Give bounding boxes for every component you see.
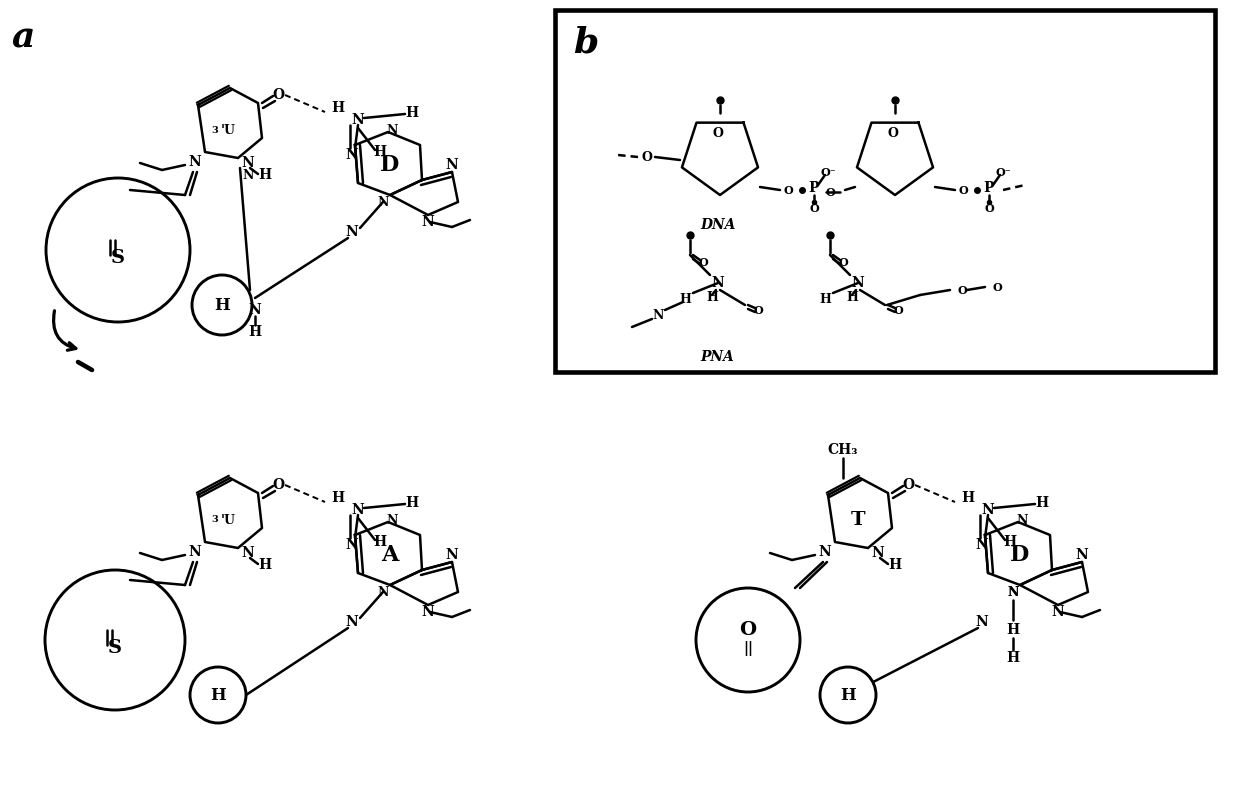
Text: N: N bbox=[242, 156, 254, 170]
Text: CH₃: CH₃ bbox=[827, 443, 858, 457]
Text: N: N bbox=[711, 276, 724, 290]
Text: O: O bbox=[901, 478, 914, 492]
Text: N: N bbox=[819, 545, 831, 559]
Text: O: O bbox=[809, 203, 819, 214]
Text: H: H bbox=[332, 491, 344, 505]
Text: H: H bbox=[210, 686, 226, 704]
Text: H: H bbox=[840, 686, 856, 704]
Text: O: O bbox=[888, 127, 899, 139]
Text: 'U: 'U bbox=[221, 514, 236, 526]
Text: P: P bbox=[984, 181, 994, 195]
Text: N: N bbox=[386, 124, 398, 136]
Text: N: N bbox=[445, 548, 459, 562]
Text: N: N bbox=[345, 148, 359, 162]
Circle shape bbox=[190, 667, 247, 723]
Text: O: O bbox=[893, 304, 903, 315]
Text: N: N bbox=[189, 545, 201, 559]
Text: O: O bbox=[825, 187, 835, 198]
Text: T: T bbox=[851, 511, 866, 529]
Text: H: H bbox=[215, 296, 229, 314]
Text: N: N bbox=[1052, 605, 1064, 619]
Text: O: O bbox=[713, 127, 724, 139]
Text: PNA: PNA bbox=[700, 350, 734, 364]
Text: ||: || bbox=[743, 641, 753, 656]
Text: N: N bbox=[351, 503, 365, 517]
Text: N: N bbox=[852, 276, 864, 290]
Text: H: H bbox=[1004, 535, 1016, 549]
Text: O: O bbox=[753, 304, 763, 315]
Text: H: H bbox=[707, 291, 718, 303]
Text: N: N bbox=[1016, 514, 1027, 526]
Text: H: H bbox=[679, 292, 690, 306]
Text: N: N bbox=[377, 195, 388, 209]
Text: H: H bbox=[1006, 623, 1020, 637]
Text: A: A bbox=[381, 544, 398, 566]
Text: N: N bbox=[1075, 548, 1089, 562]
Text: N: N bbox=[981, 503, 994, 517]
Text: N: N bbox=[345, 538, 359, 552]
Text: H: H bbox=[374, 145, 387, 159]
Text: O: O bbox=[993, 281, 1002, 292]
Text: N: N bbox=[377, 585, 388, 599]
Text: O⁻: O⁻ bbox=[995, 166, 1011, 177]
Text: H: H bbox=[1036, 496, 1048, 510]
Text: N: N bbox=[975, 538, 989, 552]
Text: DNA: DNA bbox=[700, 218, 735, 232]
Text: N: N bbox=[1007, 585, 1018, 599]
Text: N: N bbox=[1007, 585, 1018, 599]
Text: H: H bbox=[846, 291, 858, 303]
Bar bbox=[555, 10, 1215, 372]
Text: H: H bbox=[889, 558, 901, 572]
Text: N: N bbox=[249, 303, 261, 317]
Circle shape bbox=[820, 667, 875, 723]
Text: N: N bbox=[386, 514, 398, 526]
Text: O: O bbox=[272, 478, 284, 492]
Text: N: N bbox=[445, 158, 459, 172]
Text: N: N bbox=[345, 225, 359, 239]
Text: O: O bbox=[272, 88, 284, 102]
Text: O: O bbox=[783, 184, 793, 195]
Text: H: H bbox=[259, 558, 271, 572]
Text: H: H bbox=[1006, 651, 1020, 665]
Text: N: N bbox=[652, 308, 663, 322]
Text: P: P bbox=[809, 181, 819, 195]
Text: S: S bbox=[109, 639, 122, 657]
Text: N: N bbox=[189, 155, 201, 169]
Text: N: N bbox=[243, 169, 254, 181]
Text: O: O bbox=[984, 203, 994, 214]
Text: N: N bbox=[422, 605, 434, 619]
Text: O: O bbox=[641, 151, 652, 163]
Text: D: D bbox=[1010, 544, 1030, 566]
Text: a: a bbox=[12, 20, 36, 54]
Text: N: N bbox=[345, 615, 359, 629]
Text: 3: 3 bbox=[212, 125, 218, 135]
Text: H: H bbox=[406, 496, 418, 510]
Text: N: N bbox=[872, 546, 884, 560]
Text: N: N bbox=[242, 546, 254, 560]
Text: H: H bbox=[332, 101, 344, 115]
Text: 'U: 'U bbox=[221, 124, 236, 136]
Text: H: H bbox=[406, 106, 418, 120]
Text: H: H bbox=[374, 535, 387, 549]
Text: N: N bbox=[975, 615, 989, 629]
Text: H: H bbox=[819, 292, 831, 306]
FancyArrowPatch shape bbox=[53, 310, 76, 350]
Text: O: O bbox=[838, 257, 848, 267]
Text: O: O bbox=[740, 621, 757, 639]
Text: 3: 3 bbox=[212, 515, 218, 525]
Text: H: H bbox=[962, 491, 974, 505]
Text: H: H bbox=[248, 325, 261, 339]
Text: O⁻: O⁻ bbox=[820, 166, 836, 177]
Text: b: b bbox=[573, 25, 598, 59]
Text: S: S bbox=[111, 249, 125, 267]
Text: N: N bbox=[422, 215, 434, 229]
Text: O: O bbox=[698, 257, 708, 267]
Circle shape bbox=[192, 275, 252, 335]
Text: N: N bbox=[351, 113, 365, 127]
Text: O: O bbox=[957, 284, 967, 296]
Text: D: D bbox=[380, 154, 399, 176]
Text: O: O bbox=[958, 184, 968, 195]
Text: H: H bbox=[259, 168, 271, 182]
